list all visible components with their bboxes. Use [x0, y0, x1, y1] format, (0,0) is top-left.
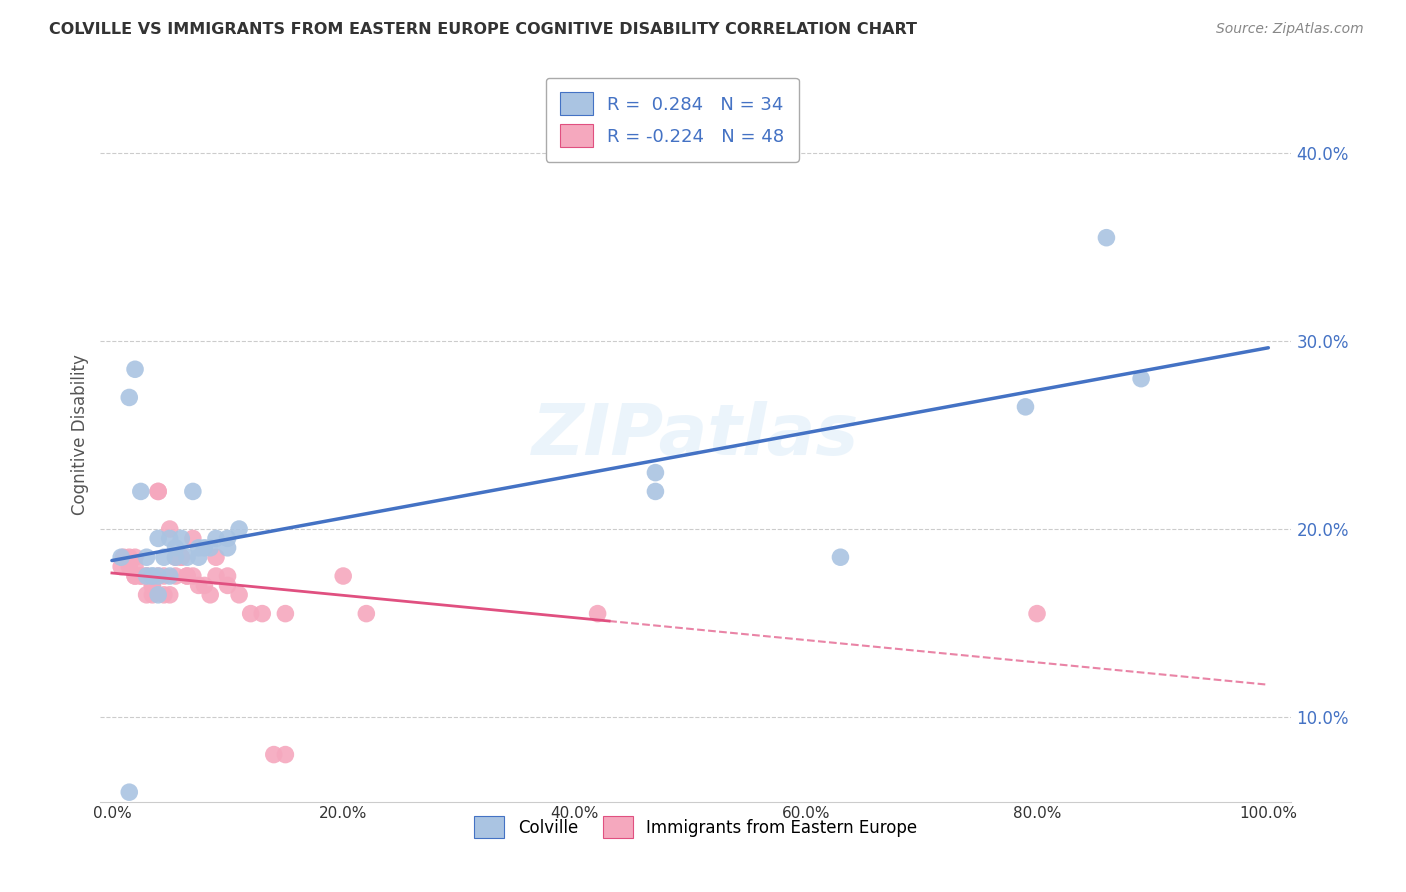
Point — [159, 588, 181, 602]
Point — [176, 550, 198, 565]
Point — [129, 484, 152, 499]
Point — [176, 569, 198, 583]
Point — [124, 550, 146, 565]
Point — [141, 588, 163, 602]
Point — [110, 559, 132, 574]
Point — [118, 391, 141, 405]
Point — [187, 550, 209, 565]
Point — [274, 747, 297, 762]
Point — [141, 569, 163, 583]
Point — [124, 569, 146, 583]
Point — [141, 569, 163, 583]
Point — [135, 588, 157, 602]
Point — [170, 532, 193, 546]
Point — [112, 550, 135, 565]
Point — [217, 532, 239, 546]
Point — [135, 569, 157, 583]
Point — [644, 484, 666, 499]
Text: Source: ZipAtlas.com: Source: ZipAtlas.com — [1216, 22, 1364, 37]
Point — [141, 578, 163, 592]
Point — [217, 578, 239, 592]
Point — [165, 541, 187, 555]
Point — [165, 550, 187, 565]
Point — [205, 569, 228, 583]
Point — [129, 569, 152, 583]
Point — [176, 569, 198, 583]
Point — [228, 522, 250, 536]
Point — [110, 550, 132, 565]
Point — [146, 484, 169, 499]
Point — [217, 569, 239, 583]
Point — [146, 484, 169, 499]
Point — [146, 569, 169, 583]
Point — [153, 588, 176, 602]
Point — [239, 607, 262, 621]
Point — [193, 578, 215, 592]
Point — [205, 550, 228, 565]
Point — [135, 550, 157, 565]
Point — [170, 550, 193, 565]
Point — [159, 569, 181, 583]
Point — [644, 466, 666, 480]
Point — [146, 532, 169, 546]
Point — [124, 559, 146, 574]
Point — [205, 532, 228, 546]
Point — [830, 550, 852, 565]
Point — [129, 569, 152, 583]
Point — [263, 747, 285, 762]
Point — [1130, 372, 1153, 386]
Y-axis label: Cognitive Disability: Cognitive Disability — [72, 355, 89, 516]
Point — [135, 569, 157, 583]
Point — [141, 578, 163, 592]
Text: COLVILLE VS IMMIGRANTS FROM EASTERN EUROPE COGNITIVE DISABILITY CORRELATION CHAR: COLVILLE VS IMMIGRANTS FROM EASTERN EURO… — [49, 22, 917, 37]
Point — [228, 588, 250, 602]
Legend: Colville, Immigrants from Eastern Europe: Colville, Immigrants from Eastern Europe — [468, 810, 924, 845]
Point — [1026, 607, 1049, 621]
Point — [187, 578, 209, 592]
Point — [586, 607, 609, 621]
Point — [1095, 230, 1118, 244]
Point — [332, 569, 354, 583]
Point — [159, 522, 181, 536]
Point — [181, 569, 204, 583]
Point — [181, 484, 204, 499]
Point — [252, 607, 274, 621]
Point — [124, 362, 146, 376]
Point — [170, 550, 193, 565]
Point — [356, 607, 378, 621]
Point — [165, 550, 187, 565]
Point — [153, 550, 176, 565]
Point — [187, 541, 209, 555]
Point — [124, 569, 146, 583]
Point — [153, 569, 176, 583]
Point — [165, 569, 187, 583]
Point — [159, 532, 181, 546]
Point — [200, 588, 222, 602]
Point — [135, 569, 157, 583]
Point — [118, 550, 141, 565]
Point — [118, 559, 141, 574]
Point — [1014, 400, 1036, 414]
Point — [146, 569, 169, 583]
Point — [181, 532, 204, 546]
Point — [274, 607, 297, 621]
Text: ZIPatlas: ZIPatlas — [533, 401, 859, 469]
Point — [200, 541, 222, 555]
Point — [193, 541, 215, 555]
Point — [217, 541, 239, 555]
Point — [146, 588, 169, 602]
Point — [118, 785, 141, 799]
